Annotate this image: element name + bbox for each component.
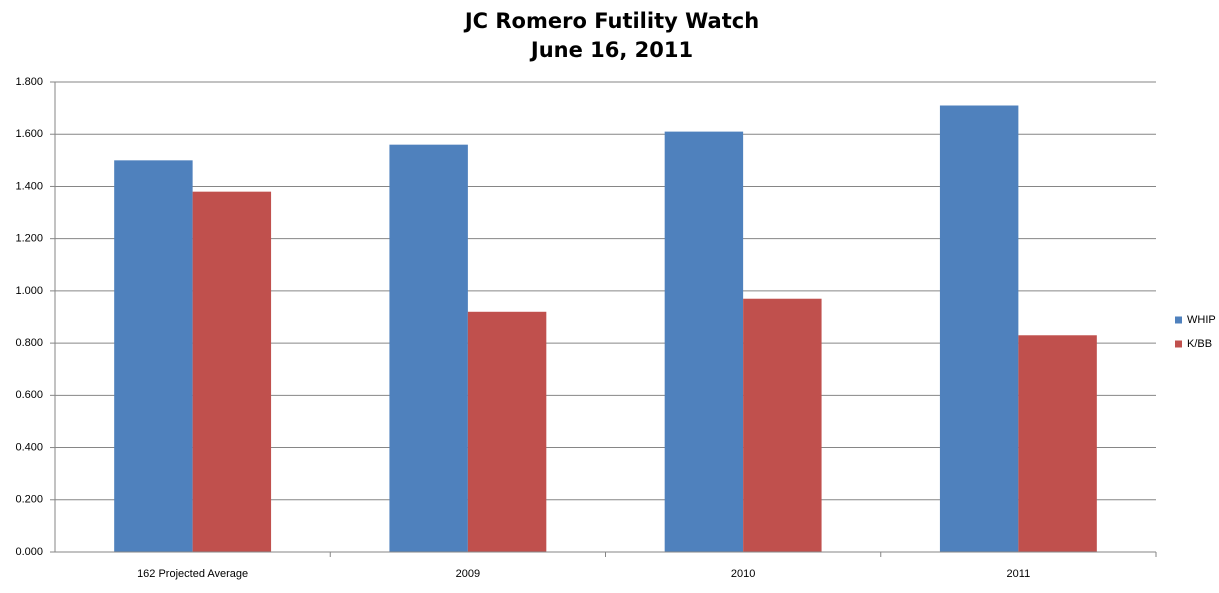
y-tick-label: 1.200 [15, 233, 43, 245]
y-tick-label: 0.200 [15, 494, 43, 506]
x-tick-label: 2011 [1007, 568, 1031, 580]
y-tick-label: 0.400 [15, 441, 43, 453]
legend-swatch [1175, 340, 1182, 348]
bar [192, 191, 272, 552]
chart-title: JC Romero Futility Watch [463, 9, 759, 33]
bar [467, 311, 547, 552]
bar [664, 131, 744, 552]
y-tick-label: 1.000 [15, 285, 43, 297]
bar [389, 144, 468, 552]
y-tick-label: 0.000 [15, 546, 43, 558]
legend-swatch [1175, 316, 1182, 324]
y-tick-label: 0.800 [15, 337, 43, 349]
y-tick-label: 1.400 [15, 180, 43, 192]
y-tick-label: 1.800 [15, 76, 43, 88]
x-tick-label: 2010 [731, 568, 755, 580]
x-tick-label: 2009 [456, 568, 480, 580]
chart-subtitle: June 16, 2011 [529, 38, 693, 62]
legend-label: K/BB [1187, 338, 1212, 350]
legend-label: WHIP [1187, 314, 1216, 326]
bar [114, 160, 193, 553]
bar [939, 105, 1019, 552]
y-tick-label: 1.600 [15, 128, 43, 140]
bar [1018, 335, 1097, 552]
x-tick-label: 162 Projected Average [137, 568, 248, 580]
y-tick-label: 0.600 [15, 389, 43, 401]
bar [743, 298, 822, 552]
